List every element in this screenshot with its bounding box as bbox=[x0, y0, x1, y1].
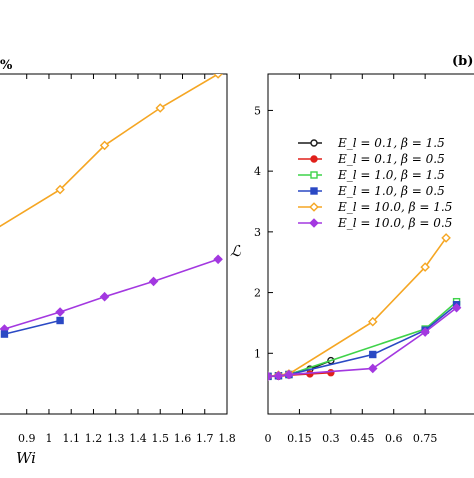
panel-b-label: (b) bbox=[452, 54, 473, 69]
panel-b-x-tick-label: 0.45 bbox=[350, 432, 375, 445]
panel-a-series-group bbox=[0, 74, 223, 338]
panel-b-series-5-line bbox=[268, 307, 458, 378]
panel-a-x-tick-label: 1.3 bbox=[107, 432, 125, 445]
panel-a: % Wi 0.9 1 1.1 1.2 1.3 1.4 1.5 1.6 1.7 1.8 bbox=[0, 58, 236, 467]
panel-b-x-tick-label: 0.15 bbox=[287, 432, 312, 445]
panel-a-title: % bbox=[0, 58, 13, 73]
panel-a-x-tick-label: 1.1 bbox=[62, 432, 80, 445]
panel-a-x-tick-label: 1.8 bbox=[218, 432, 236, 445]
panel-a-series-1-line bbox=[4, 258, 219, 330]
legend-label: E_l = 0.1, β = 0.5 bbox=[337, 152, 445, 166]
legend-label: E_l = 10.0, β = 0.5 bbox=[337, 216, 452, 230]
legend-marker bbox=[310, 171, 318, 179]
legend-marker bbox=[310, 155, 318, 163]
legend-marker bbox=[309, 202, 319, 212]
panel-b-y-tick-label: 3 bbox=[254, 226, 261, 239]
legend-label: E_l = 0.1, β = 1.5 bbox=[337, 136, 445, 150]
panel-b-frame bbox=[267, 73, 474, 415]
panel-b-x-tick-label: 0 bbox=[265, 432, 272, 445]
panel-a-frame bbox=[0, 73, 228, 415]
panel-a-series-0-point bbox=[99, 140, 110, 151]
panel-b-y-tick-label: 4 bbox=[254, 165, 261, 178]
panel-b-series bbox=[268, 233, 462, 382]
panel-a-series-2-point bbox=[0, 330, 9, 338]
panel-a-series bbox=[0, 74, 223, 338]
legend-marker bbox=[309, 218, 319, 228]
panel-b-series-4-line bbox=[268, 237, 447, 378]
panel-b-series-4-point bbox=[367, 316, 378, 327]
panel-b-y-axis-label: ℒ bbox=[230, 242, 242, 260]
panel-a-x-tick-label: 0.9 bbox=[18, 432, 36, 445]
panel-b-series-5-point bbox=[284, 369, 294, 380]
panel-a-x-ticks: 0.9 1 1.1 1.2 1.3 1.4 1.5 1.6 1.7 1.8 bbox=[18, 74, 236, 445]
panel-b-series-4-point bbox=[420, 262, 430, 272]
panel-a-x-tick-label: 1 bbox=[45, 432, 52, 445]
panel-a-x-tick-label: 1.4 bbox=[129, 432, 147, 445]
panel-a-x-tick-label: 1.7 bbox=[196, 432, 214, 445]
panel-b-y-tick-label: 5 bbox=[254, 104, 261, 117]
panel-b-series-5-point bbox=[367, 363, 378, 374]
legend-label: E_l = 1.0, β = 0.5 bbox=[337, 184, 445, 198]
panel-a-series-1-point bbox=[55, 307, 65, 317]
panel-a-series-2-point bbox=[56, 316, 64, 325]
legend-label: E_l = 10.0, β = 1.5 bbox=[337, 200, 452, 214]
panel-a-series-0-line bbox=[0, 74, 219, 228]
panel-a-series-1-point bbox=[99, 291, 110, 302]
panel-a-x-axis-label: Wi bbox=[16, 449, 36, 467]
panel-b-x-tick-label: 0.3 bbox=[322, 432, 340, 445]
panel-b-series-5-point bbox=[273, 370, 284, 381]
panel-b-legend: E_l = 0.1, β = 1.5 E_l = 0.1, β = 0.5 E_l … bbox=[298, 136, 452, 230]
panel-b-series-5-point bbox=[268, 371, 273, 382]
panel-b-series-5-point bbox=[420, 327, 430, 337]
panel-b-series-3-line bbox=[268, 304, 458, 378]
panel-b-series-2-line bbox=[268, 301, 458, 378]
panel-b-x-tick-label: 0.75 bbox=[413, 432, 438, 445]
panel-a-series-1-point bbox=[148, 276, 159, 287]
legend-marker bbox=[310, 139, 318, 147]
panel-b-y-tick-label: 1 bbox=[254, 347, 261, 360]
panel-a-series-0-point bbox=[55, 184, 65, 195]
panel-b-x-tick-label: 0.6 bbox=[385, 432, 403, 445]
panel-b-series-3-point bbox=[369, 350, 377, 359]
panel-b-series-5-point bbox=[451, 302, 462, 313]
legend-marker bbox=[310, 187, 318, 195]
panel-a-x-tick-label: 1.2 bbox=[85, 432, 103, 445]
legend-label: E_l = 1.0, β = 1.5 bbox=[337, 168, 445, 182]
panel-b: (b) ℒ 0 0.15 0.3 0.45 0.6 0.75 1 2 3 4 5 E_l = 0.1… bbox=[230, 54, 474, 445]
panel-b-ticks: 0 0.15 0.3 0.45 0.6 0.75 1 2 3 4 5 bbox=[254, 74, 438, 445]
panel-a-series-0-point bbox=[155, 103, 166, 113]
panel-a-series-0-point bbox=[213, 74, 223, 79]
panel-a-series-1-point bbox=[213, 254, 223, 265]
panel-b-series-group bbox=[268, 233, 462, 382]
panel-a-x-tick-label: 1.5 bbox=[151, 432, 169, 445]
panel-b-series-4-point bbox=[441, 233, 451, 243]
panel-a-series-2-line bbox=[4, 319, 61, 335]
panel-a-x-tick-label: 1.6 bbox=[174, 432, 192, 445]
panel-b-y-tick-label: 2 bbox=[254, 287, 261, 300]
